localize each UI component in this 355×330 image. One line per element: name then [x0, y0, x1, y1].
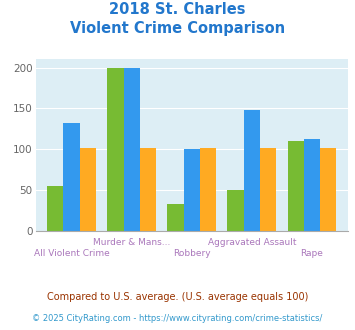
Text: 2018 St. Charles: 2018 St. Charles — [109, 2, 246, 16]
Text: Robbery: Robbery — [173, 249, 211, 258]
Bar — [244, 110, 260, 231]
Bar — [228, 190, 244, 231]
Bar — [64, 123, 80, 231]
Text: Violent Crime Comparison: Violent Crime Comparison — [70, 21, 285, 36]
Text: Murder & Mans...: Murder & Mans... — [93, 238, 170, 247]
Bar — [80, 148, 96, 231]
Bar — [260, 148, 276, 231]
Bar — [304, 139, 320, 231]
Bar — [47, 186, 64, 231]
Text: Compared to U.S. average. (U.S. average equals 100): Compared to U.S. average. (U.S. average … — [47, 292, 308, 302]
Bar — [320, 148, 336, 231]
Text: All Violent Crime: All Violent Crime — [34, 249, 109, 258]
Text: Rape: Rape — [300, 249, 323, 258]
Text: Aggravated Assault: Aggravated Assault — [208, 238, 296, 247]
Legend: St. Charles, Missouri, National: St. Charles, Missouri, National — [41, 326, 343, 330]
Bar — [184, 149, 200, 231]
Bar — [200, 148, 216, 231]
Bar — [140, 148, 156, 231]
Bar — [288, 141, 304, 231]
Bar — [124, 68, 140, 231]
Bar — [167, 204, 184, 231]
Bar — [107, 68, 124, 231]
Text: © 2025 CityRating.com - https://www.cityrating.com/crime-statistics/: © 2025 CityRating.com - https://www.city… — [32, 314, 323, 323]
